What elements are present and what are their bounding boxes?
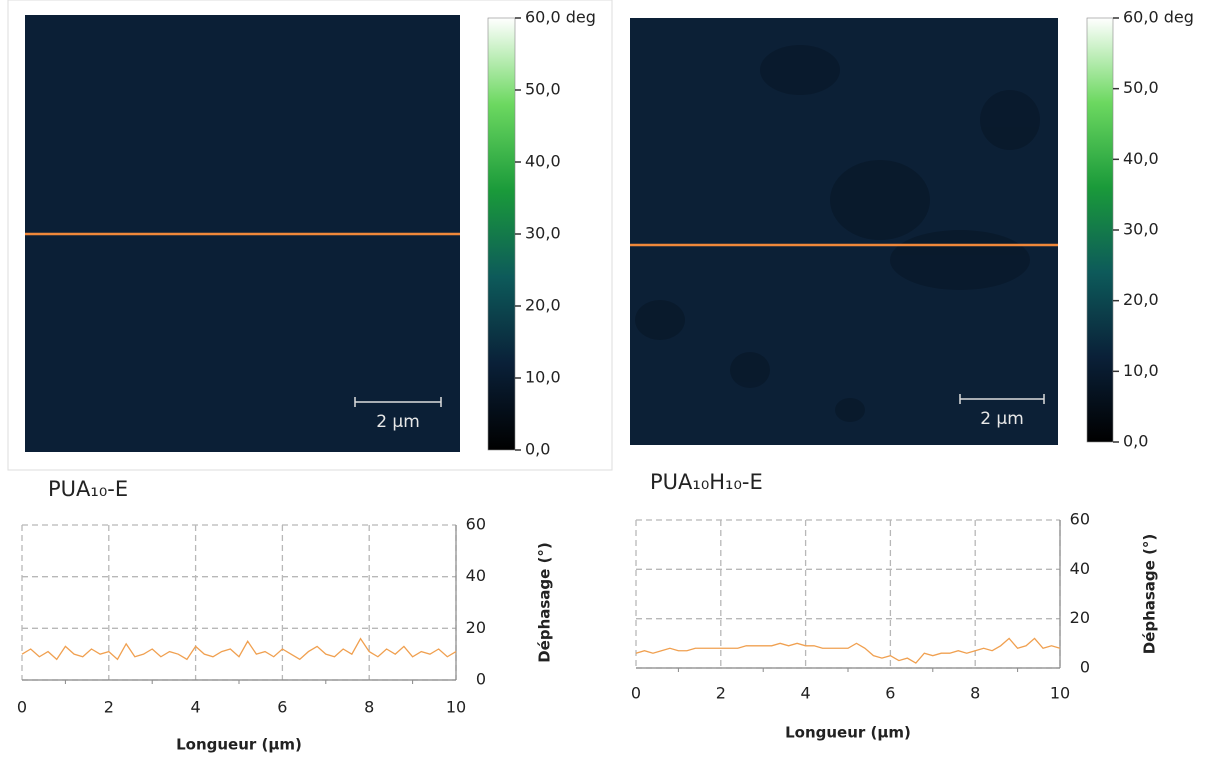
- image-texture: [635, 45, 1040, 422]
- x-tick-label: 10: [1050, 684, 1070, 703]
- sample-label: PUA₁₀-E: [48, 477, 128, 501]
- sample-label: PUA₁₀H₁₀-E: [650, 470, 763, 494]
- colorbar-tick-label: 40,0: [525, 152, 561, 171]
- x-tick-label: 6: [277, 698, 287, 717]
- x-tick-label: 10: [446, 698, 466, 717]
- colorbar: [1086, 17, 1114, 443]
- profile-line: [21, 637, 457, 661]
- colorbar-tick-label: 0,0: [1123, 432, 1148, 451]
- y-tick-label: 40: [466, 566, 486, 585]
- y-axis-title: Déphasage (°): [1141, 534, 1159, 655]
- scale-bar-label: 2 µm: [376, 412, 420, 432]
- colorbar-tick-label: 30,0: [525, 224, 561, 243]
- colorbar-tick-label: 20,0: [525, 296, 561, 315]
- y-axis-title: Déphasage (°): [536, 542, 554, 663]
- colorbar-tick-label: 50,0: [525, 80, 561, 99]
- colorbar-tick-label: 40,0: [1123, 149, 1159, 168]
- y-tick-label: 60: [466, 515, 486, 534]
- x-tick-label: 4: [801, 684, 811, 703]
- x-tick-label: 6: [885, 684, 895, 703]
- x-tick-label: 4: [191, 698, 201, 717]
- colorbar-tick-label: 60,0 deg: [1123, 8, 1194, 27]
- y-tick-label: 40: [1070, 559, 1090, 578]
- x-tick-label: 8: [364, 698, 374, 717]
- colorbar-tick-label: 20,0: [1123, 290, 1159, 309]
- x-tick-label: 2: [716, 684, 726, 703]
- colorbar: [487, 17, 516, 451]
- x-tick-label: 8: [970, 684, 980, 703]
- y-tick-label: 0: [1080, 658, 1090, 677]
- scale-bar-label: 2 µm: [980, 409, 1024, 429]
- profile-line: [635, 637, 1061, 664]
- x-axis-title: Longueur (µm): [785, 724, 911, 742]
- y-tick-label: 20: [466, 618, 486, 637]
- y-tick-label: 60: [1070, 510, 1090, 529]
- colorbar-tick-label: 10,0: [525, 368, 561, 387]
- x-tick-label: 0: [17, 698, 27, 717]
- colorbar-tick-label: 0,0: [525, 440, 550, 459]
- colorbar-tick-label: 50,0: [1123, 78, 1159, 97]
- phase-image: [630, 18, 1058, 445]
- colorbar-tick-label: 30,0: [1123, 220, 1159, 239]
- colorbar-tick-label: 60,0 deg: [525, 8, 596, 27]
- x-tick-label: 0: [631, 684, 641, 703]
- colorbar-tick-label: 10,0: [1123, 361, 1159, 380]
- x-axis-title: Longueur (µm): [176, 736, 302, 754]
- x-tick-label: 2: [104, 698, 114, 717]
- y-tick-label: 0: [476, 670, 486, 689]
- y-tick-label: 20: [1070, 608, 1090, 627]
